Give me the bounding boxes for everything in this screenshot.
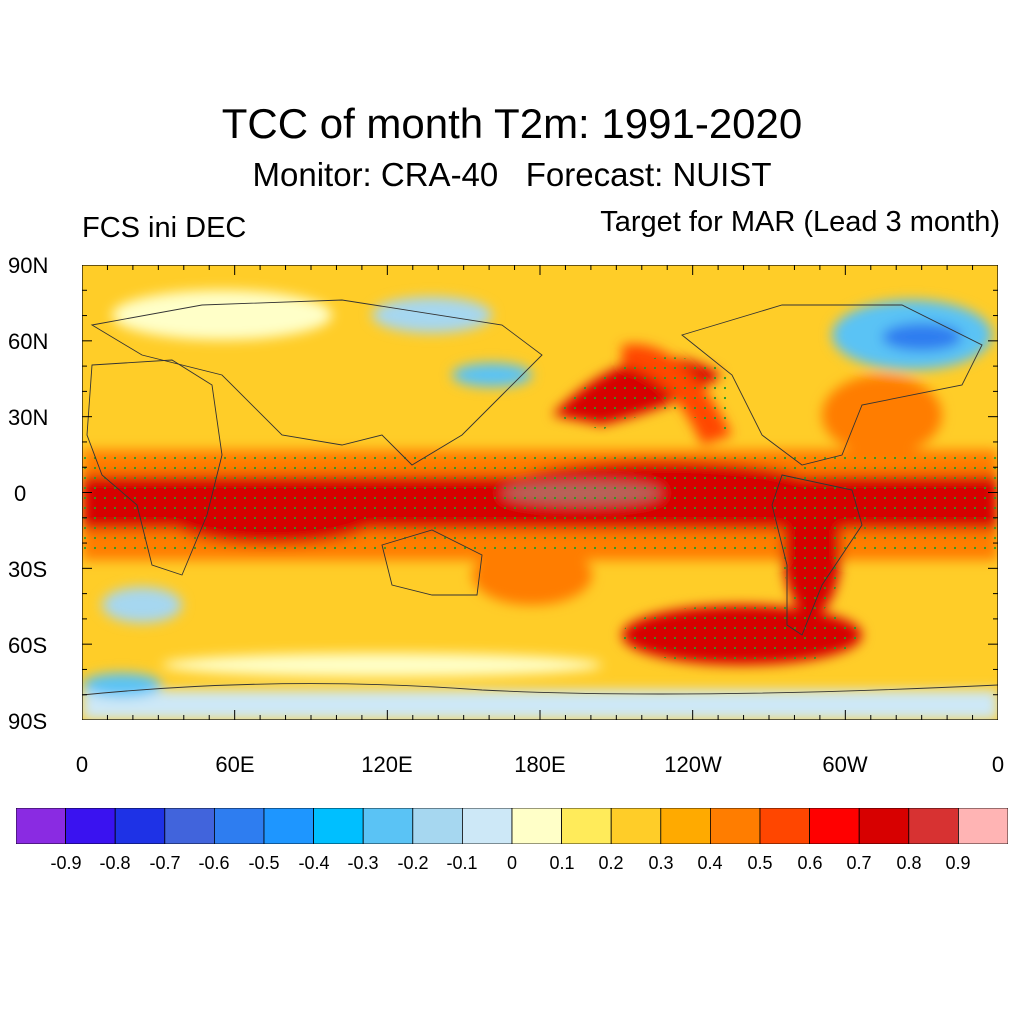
colorbar-label: 0: [506, 853, 518, 873]
colorbar-label: -0.2: [397, 853, 429, 873]
colorbar-swatch: [362, 808, 414, 844]
colorbar-label: -0.1: [446, 853, 478, 873]
y-tick-label: 0: [14, 481, 27, 506]
x-tick-label: 180E: [514, 752, 566, 777]
colorbar-swatch: [858, 808, 910, 844]
colorbar-swatch: [610, 808, 662, 844]
colorbar-label: 0.4: [697, 853, 723, 873]
south-pacific-mid: [472, 545, 592, 605]
north-america-south: [822, 375, 942, 455]
colorbar-swatch: [213, 808, 265, 844]
colorbar-swatch: [16, 808, 66, 844]
colorbar: [16, 808, 1008, 844]
antarctica-outline: [82, 683, 998, 696]
colorbar-swatch: [710, 808, 761, 844]
colorbar-label: 0.3: [648, 853, 674, 873]
colorbar-swatch: [114, 808, 166, 844]
colorbar-swatch: [65, 808, 116, 844]
y-tick-label: 90N: [8, 253, 49, 278]
coastlines: [82, 299, 998, 696]
stipple-north-pacific: [552, 357, 732, 435]
eurasia-outline: [90, 299, 543, 466]
colorbar-label: -0.8: [99, 853, 131, 873]
x-tick-label: 120E: [361, 752, 413, 777]
colorbar-swatch: [412, 808, 463, 844]
colorbar-swatch: [958, 808, 1008, 844]
colorbar-label: 0.6: [797, 853, 823, 873]
stipple-southern-pacific: [622, 605, 862, 665]
significance-stippling: [82, 357, 998, 665]
x-tick-label: 0: [991, 752, 1005, 777]
colorbar-label: 0.7: [846, 853, 872, 873]
colorbar-swatch: [263, 808, 314, 844]
correlation-map: [82, 265, 998, 720]
x-tick-label: 60E: [215, 752, 255, 777]
colorbar-swatch: [164, 808, 215, 844]
y-tick-label: 90S: [8, 709, 48, 734]
figure-title: TCC of month T2m: 1991-2020: [221, 100, 803, 147]
colorbar-label: 0.5: [747, 853, 773, 873]
south-atlantic: [102, 587, 182, 623]
stipple-south-america: [782, 475, 842, 615]
colorbar-swatch: [461, 808, 513, 844]
colorbar-label: -0.5: [248, 853, 280, 873]
y-tick-label: 60N: [8, 329, 49, 354]
canada-core: [882, 323, 962, 351]
colorbar-label: 0.1: [549, 853, 575, 873]
figure-subtitle: Monitor: CRA-40 Forecast: NUIST: [252, 156, 772, 193]
colorbar-label: -0.9: [50, 853, 82, 873]
x-tick-label: 0: [75, 752, 89, 777]
colorbar-swatch: [511, 808, 562, 844]
colorbar-swatch: [908, 808, 959, 844]
antarctica-west: [82, 673, 162, 697]
north-asia: [372, 297, 492, 333]
x-tick-label: 120W: [664, 752, 722, 777]
colorbar-swatch: [809, 808, 860, 844]
colorbar-swatch: [759, 808, 810, 844]
init-label: FCS ini DEC: [82, 212, 247, 244]
south-america-outline: [771, 474, 863, 636]
africa-outline: [86, 359, 223, 576]
map-ticks: [82, 265, 998, 720]
colorbar-label: -0.6: [198, 853, 230, 873]
colorbar-label: -0.7: [149, 853, 181, 873]
colorbar-label: -0.3: [347, 853, 379, 873]
north-america-outline: [681, 304, 983, 466]
y-tick-label: 30N: [8, 405, 49, 430]
target-label: Target for MAR (Lead 3 month): [600, 206, 1000, 238]
stipple-tropics: [82, 455, 998, 555]
colorbar-label: 0.2: [598, 853, 624, 873]
australia-outline: [381, 529, 483, 596]
y-tick-label: 30S: [8, 557, 48, 582]
colorbar-label: 0.9: [945, 853, 971, 873]
southern-ocean-indian: [162, 653, 602, 677]
colorbar-swatch: [561, 808, 612, 844]
y-tick-label: 60S: [8, 633, 48, 658]
north-pacific-west: [452, 363, 532, 387]
x-tick-label: 60W: [822, 752, 868, 777]
colorbar-swatch: [660, 808, 711, 844]
colorbar-label: -0.4: [298, 853, 330, 873]
colorbar-label: 0.8: [896, 853, 922, 873]
colorbar-swatch: [313, 808, 364, 844]
